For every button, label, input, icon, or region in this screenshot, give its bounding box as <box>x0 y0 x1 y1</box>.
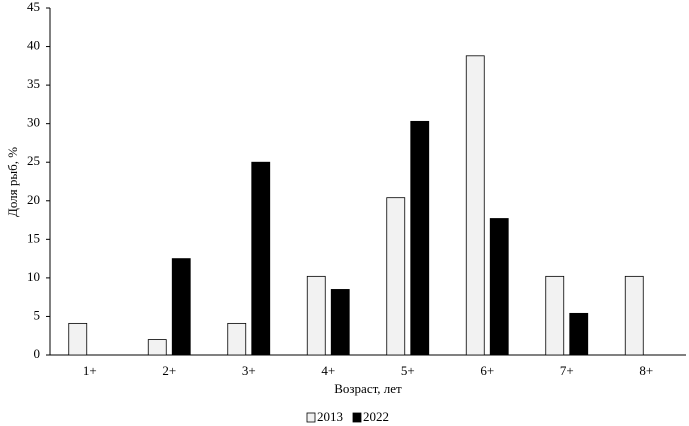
y-tick-label: 5 <box>34 307 41 322</box>
bar <box>545 275 565 356</box>
bar <box>569 312 589 356</box>
x-tick-label: 3+ <box>242 363 256 378</box>
x-tick-label: 6+ <box>480 363 494 378</box>
bar <box>410 120 430 356</box>
y-tick-label: 20 <box>27 192 40 207</box>
x-tick-label: 2+ <box>162 363 176 378</box>
y-axis-label: Доля рыб, % <box>5 147 20 217</box>
bar <box>624 275 644 356</box>
x-tick-label: 4+ <box>321 363 335 378</box>
x-axis-label: Возраст, лет <box>334 381 402 396</box>
y-tick-label: 35 <box>27 76 40 91</box>
bar <box>251 161 271 356</box>
legend-swatch <box>306 412 316 423</box>
y-tick-label: 45 <box>27 0 40 14</box>
legend-swatch <box>352 412 362 423</box>
y-tick-label: 30 <box>27 115 40 130</box>
bar <box>171 258 191 356</box>
bar <box>386 197 406 356</box>
bar <box>306 275 326 356</box>
legend-label: 2022 <box>363 409 389 424</box>
bar <box>465 55 485 356</box>
y-tick-label: 0 <box>34 346 41 361</box>
x-tick-label: 7+ <box>560 363 574 378</box>
bar <box>330 289 350 356</box>
x-tick-label: 8+ <box>639 363 653 378</box>
y-tick-label: 15 <box>27 230 40 245</box>
bar <box>227 322 247 356</box>
legend-label: 2013 <box>317 409 343 424</box>
y-tick-label: 40 <box>27 38 40 53</box>
bar <box>489 218 509 356</box>
bar <box>147 339 167 356</box>
x-tick-label: 1+ <box>83 363 97 378</box>
x-tick-label: 5+ <box>401 363 415 378</box>
bar <box>68 322 88 356</box>
y-tick-label: 25 <box>27 153 40 168</box>
y-tick-label: 10 <box>27 269 40 284</box>
